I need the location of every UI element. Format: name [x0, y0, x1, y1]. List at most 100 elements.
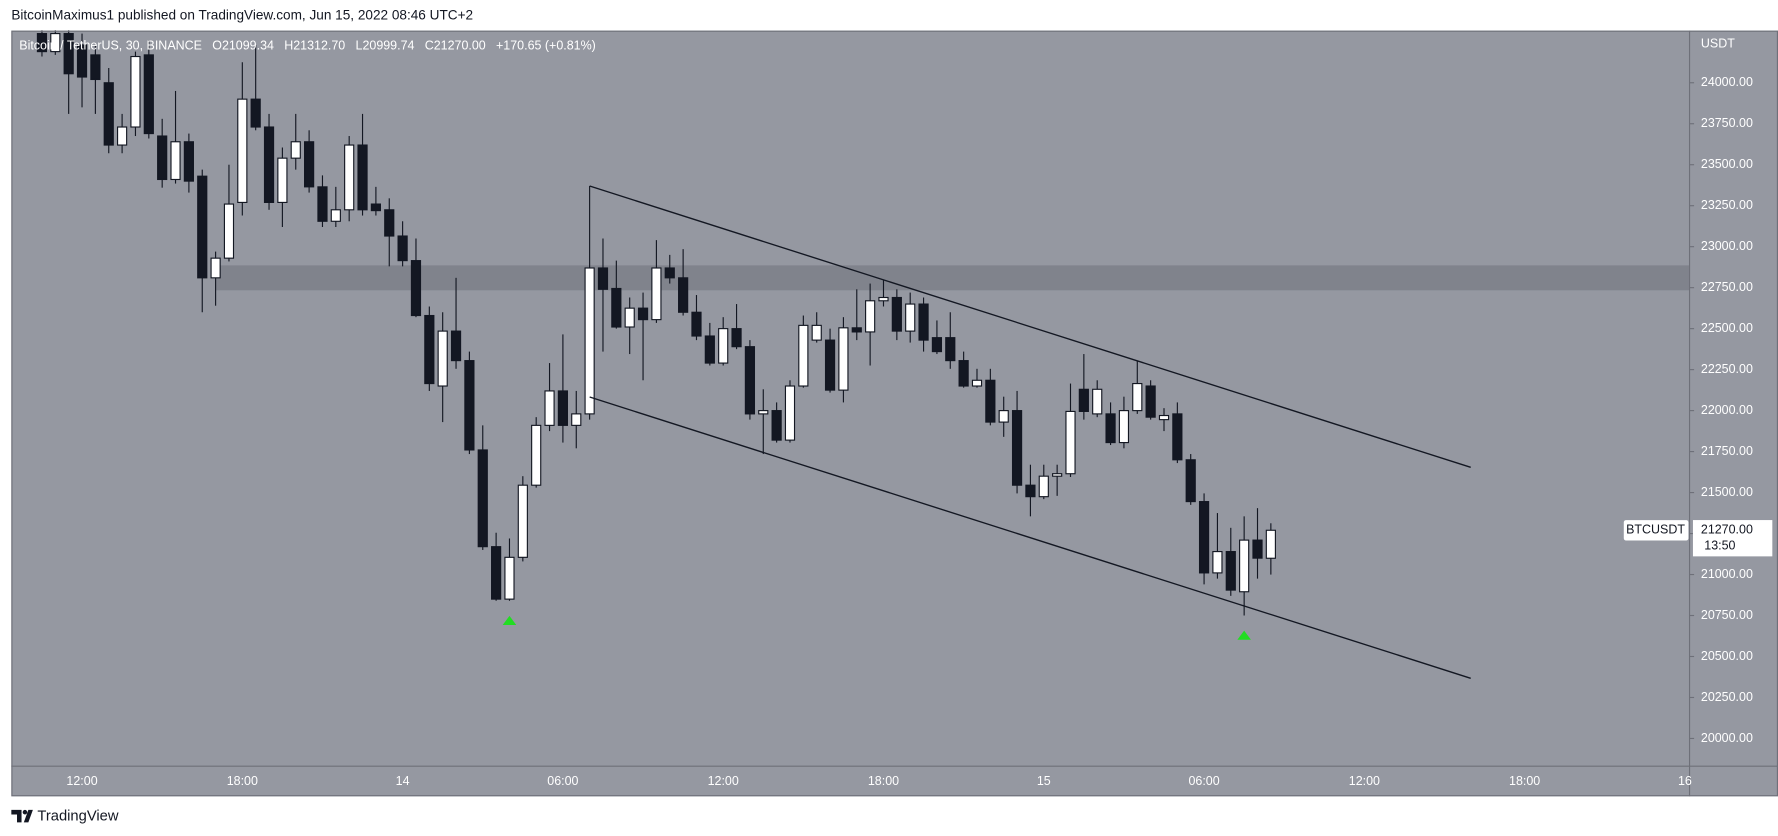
time-tick-label: 15 [1037, 774, 1051, 788]
candle-body [450, 330, 462, 362]
candle-body [1105, 413, 1116, 444]
candle-body [397, 235, 408, 262]
candle-body [544, 390, 555, 426]
candle-body [116, 126, 128, 146]
price-tick-label: 21500.00 [1701, 485, 1753, 499]
candle-body [651, 267, 662, 321]
candle-body [998, 410, 1009, 423]
candle-body [637, 307, 649, 321]
candle-body [1118, 410, 1130, 444]
candle-body [317, 186, 328, 222]
logo-dot [22, 809, 28, 815]
candle-body [611, 287, 622, 328]
legend-symbol: Bitcoin / TetherUS, 30, BINANCE [19, 39, 202, 53]
candle-body [1185, 459, 1196, 503]
candle-body [905, 303, 916, 332]
price-axis-title: USDT [1701, 37, 1735, 51]
candle-body [571, 413, 582, 426]
price-tick-label: 20750.00 [1701, 608, 1753, 622]
candle-body [1225, 551, 1236, 591]
candle-body [531, 424, 542, 486]
candle-body [290, 141, 301, 159]
time-tick-label: 12:00 [66, 774, 97, 788]
chart-background [11, 30, 1778, 797]
channel-line [589, 396, 1471, 679]
candle-body [90, 54, 101, 81]
candle-body [263, 126, 275, 203]
candle-body [36, 33, 48, 53]
candle-body [1252, 539, 1263, 559]
candle-body [1212, 551, 1223, 574]
candle-body [1078, 388, 1089, 412]
time-tick-label: 16 [1678, 774, 1692, 788]
candle-body [130, 55, 141, 128]
candle-body [758, 410, 769, 415]
candle-body [517, 484, 528, 558]
candle-body [931, 337, 943, 353]
candle-body [330, 209, 341, 222]
candle-body [1052, 473, 1063, 477]
price-tick-label: 22750.00 [1701, 280, 1753, 294]
candle-body [865, 300, 876, 333]
candle-body [304, 141, 315, 188]
candle-body [157, 135, 168, 181]
candle-body [971, 379, 983, 387]
legend-key: O [212, 39, 222, 53]
candle-body [664, 267, 675, 279]
candle-body [678, 277, 689, 313]
tradingview-logo: TradingView [11, 809, 119, 825]
candle-body [250, 98, 261, 128]
candle-body [584, 267, 595, 415]
candle-body [223, 203, 235, 259]
time-tick-label: 06:00 [547, 774, 578, 788]
candle-body [744, 346, 756, 415]
candle-body [1265, 529, 1276, 559]
candle-body [63, 33, 74, 75]
legend-value: 20999.74 [362, 39, 414, 53]
time-tick-label: 18:00 [868, 774, 899, 788]
candle-body [424, 314, 435, 385]
price-tick-label: 20500.00 [1701, 649, 1753, 663]
candle-body [718, 328, 729, 364]
symbol-tag: BTCUSDT [1626, 523, 1685, 537]
candle-body [958, 360, 969, 387]
candle-body [691, 311, 702, 337]
candle-body [76, 44, 88, 78]
candle-body [798, 324, 809, 387]
legend-value: 21312.70 [293, 39, 345, 53]
publish-header: BitcoinMaximus1 published on TradingView… [11, 7, 473, 22]
price-tick-label: 23750.00 [1701, 116, 1753, 130]
candle-body [811, 324, 822, 341]
symbol-tag-box [1623, 520, 1689, 541]
candle-body [437, 330, 448, 387]
logo-icon [11, 809, 33, 823]
candle-body [170, 141, 181, 181]
price-tick-label: 22500.00 [1701, 321, 1753, 335]
candle-body [771, 410, 782, 441]
price-tick-label: 23500.00 [1701, 157, 1753, 171]
candle-body [491, 546, 502, 600]
price-tick-label: 22000.00 [1701, 403, 1753, 417]
legend-key: C [425, 39, 434, 53]
candle-body [624, 307, 635, 328]
legend-value: 21099.34 [222, 39, 274, 53]
chart-border [11, 30, 1778, 797]
time-tick-label: 18:00 [1509, 774, 1540, 788]
last-price-label: 21270.00 [1701, 523, 1753, 537]
candle-body [1145, 385, 1156, 418]
candle-body [384, 209, 395, 237]
legend-key: H [284, 39, 293, 53]
candle-body [945, 337, 956, 362]
candle-body [784, 385, 796, 441]
candle-body [1065, 410, 1076, 475]
candle-body [370, 203, 381, 212]
candle-body [1025, 484, 1036, 498]
price-tick-label: 21750.00 [1701, 444, 1753, 458]
last-price-box [1692, 520, 1773, 557]
candle-body [1132, 382, 1143, 412]
time-tick-label: 12:00 [1349, 774, 1380, 788]
candle-body [344, 144, 355, 211]
bar-countdown: 13:50 [1704, 538, 1735, 552]
candle-body [504, 556, 515, 600]
